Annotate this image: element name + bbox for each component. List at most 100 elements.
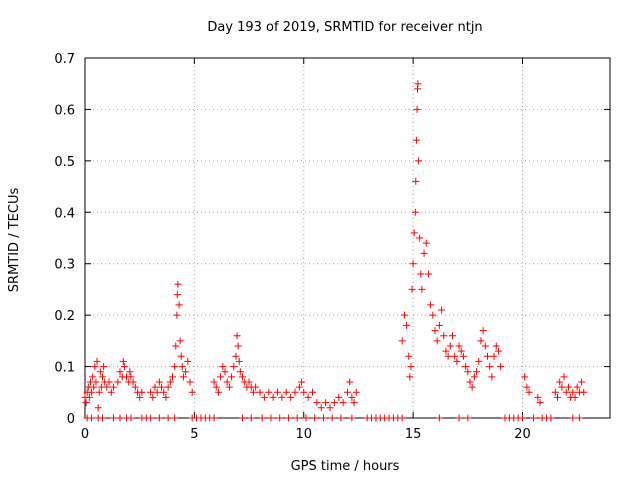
data-point: [490, 352, 498, 360]
data-point: [418, 285, 426, 293]
data-point: [580, 388, 588, 396]
data-point: [406, 373, 414, 381]
data-point: [153, 388, 161, 396]
data-point: [107, 388, 115, 396]
data-point: [245, 378, 253, 386]
data-point: [479, 327, 487, 335]
data-point: [138, 388, 146, 396]
data-point: [223, 378, 231, 386]
data-point: [398, 337, 406, 345]
data-point: [212, 383, 220, 391]
data-point: [352, 388, 360, 396]
data-point: [131, 383, 139, 391]
data-point: [529, 414, 537, 422]
data-point: [239, 414, 246, 422]
data-point: [184, 357, 192, 365]
data-point: [219, 363, 227, 371]
x-tick-label: 10: [295, 427, 312, 442]
data-point: [440, 332, 448, 340]
data-point: [519, 414, 526, 422]
data-point: [147, 414, 155, 422]
data-point: [464, 414, 472, 422]
data-point: [459, 352, 467, 360]
data-point: [481, 342, 489, 350]
data-point: [173, 291, 181, 299]
data-point: [169, 373, 176, 381]
data-point: [431, 327, 439, 335]
data-point: [304, 393, 312, 401]
data-point: [239, 373, 246, 381]
data-point: [149, 393, 157, 401]
data-point: [93, 357, 101, 365]
data-point: [186, 378, 194, 386]
data-point: [457, 347, 465, 355]
data-point: [475, 357, 483, 365]
data-point: [464, 368, 472, 376]
y-tick-label: 0.6: [54, 103, 75, 118]
y-tick-label: 0: [67, 412, 75, 427]
data-point: [179, 373, 187, 381]
data-point: [427, 301, 435, 309]
y-axis-label: SRMTID / TECUs: [7, 188, 22, 293]
data-point: [328, 414, 336, 422]
data-point: [462, 363, 470, 371]
y-tick-label: 0.5: [54, 155, 75, 170]
data-point: [551, 388, 559, 396]
data-point: [210, 378, 218, 386]
data-point: [449, 332, 456, 340]
data-point: [569, 414, 577, 422]
data-point: [88, 388, 96, 396]
data-point: [109, 383, 117, 391]
data-point: [232, 352, 240, 360]
data-point: [435, 321, 443, 329]
data-point: [228, 373, 236, 381]
data-point: [556, 378, 564, 386]
data-point: [444, 352, 452, 360]
data-point: [484, 352, 491, 360]
data-point: [175, 301, 183, 309]
data-point: [578, 378, 586, 386]
data-point: [410, 229, 418, 237]
data-point: [174, 280, 182, 288]
data-point: [348, 393, 356, 401]
data-point: [424, 270, 432, 278]
data-point: [278, 393, 286, 401]
data-point: [116, 368, 124, 376]
data-point: [411, 208, 419, 216]
y-tick-label: 0.4: [54, 206, 75, 221]
data-point: [350, 399, 358, 407]
grid: [85, 58, 610, 418]
data-point: [398, 414, 406, 422]
data-point: [322, 399, 330, 407]
data-point: [119, 357, 127, 365]
x-tick-label: 5: [190, 427, 198, 442]
y-tick-label: 0.7: [54, 52, 75, 67]
data-point: [166, 378, 174, 386]
data-point: [256, 388, 264, 396]
data-point: [260, 393, 268, 401]
data-point: [470, 373, 478, 381]
data-point: [309, 388, 316, 396]
data-point: [403, 321, 411, 329]
data-point: [415, 157, 423, 165]
data-point: [90, 383, 98, 391]
data-point: [176, 337, 184, 345]
data-point: [536, 399, 544, 407]
data-point: [473, 368, 481, 376]
data-point: [547, 414, 555, 422]
data-point: [405, 352, 413, 360]
data-point: [178, 363, 186, 371]
data-point: [339, 399, 347, 407]
data-point: [282, 388, 290, 396]
y-tick-label: 0.1: [54, 361, 75, 376]
data-point: [126, 368, 134, 376]
y-tick-label: 0.2: [54, 309, 75, 324]
data-point: [494, 347, 502, 355]
data-point: [300, 388, 308, 396]
data-point: [560, 373, 568, 381]
data-point: [265, 388, 273, 396]
data-point: [497, 363, 505, 371]
data-point: [105, 378, 113, 386]
data-point: [103, 383, 111, 391]
